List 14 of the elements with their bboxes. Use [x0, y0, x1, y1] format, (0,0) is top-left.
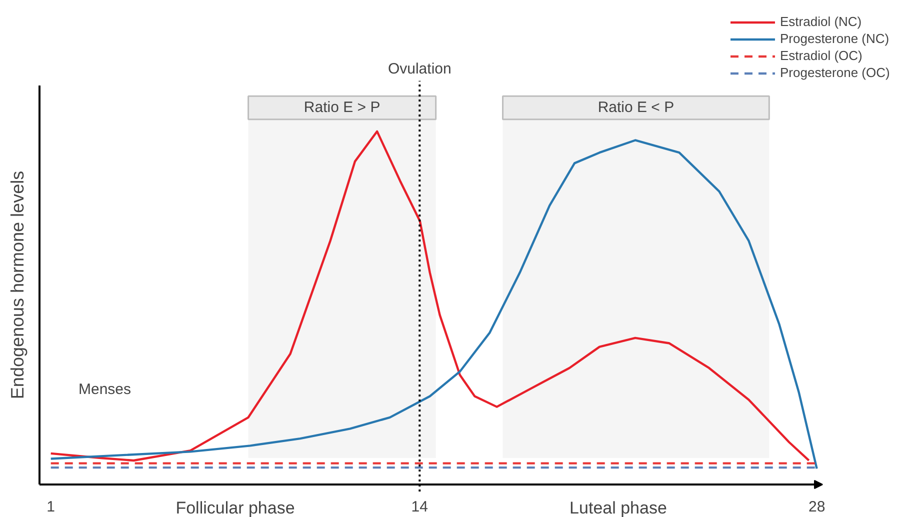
band-label: Ratio E > P — [304, 99, 380, 116]
ref-line-label: Ovulation — [388, 60, 452, 78]
text: Luteal phase — [570, 498, 667, 517]
legend-label: Progesterone (OC) — [780, 65, 890, 80]
y-axis-title: Endogenous hormone levels — [8, 170, 28, 400]
legend-label: Estradiol (OC) — [780, 48, 862, 63]
x-tick-label: 28 — [808, 498, 826, 516]
annotation: Menses — [78, 380, 132, 398]
band-label: Ratio E < P — [598, 99, 674, 116]
x-tick-label: 14 — [411, 498, 428, 516]
text: Follicular phase — [176, 498, 295, 517]
legend-label: Estradiol (NC) — [780, 14, 862, 29]
x-tick-label: 1 — [46, 498, 56, 516]
legend-label: Progesterone (NC) — [780, 31, 890, 46]
